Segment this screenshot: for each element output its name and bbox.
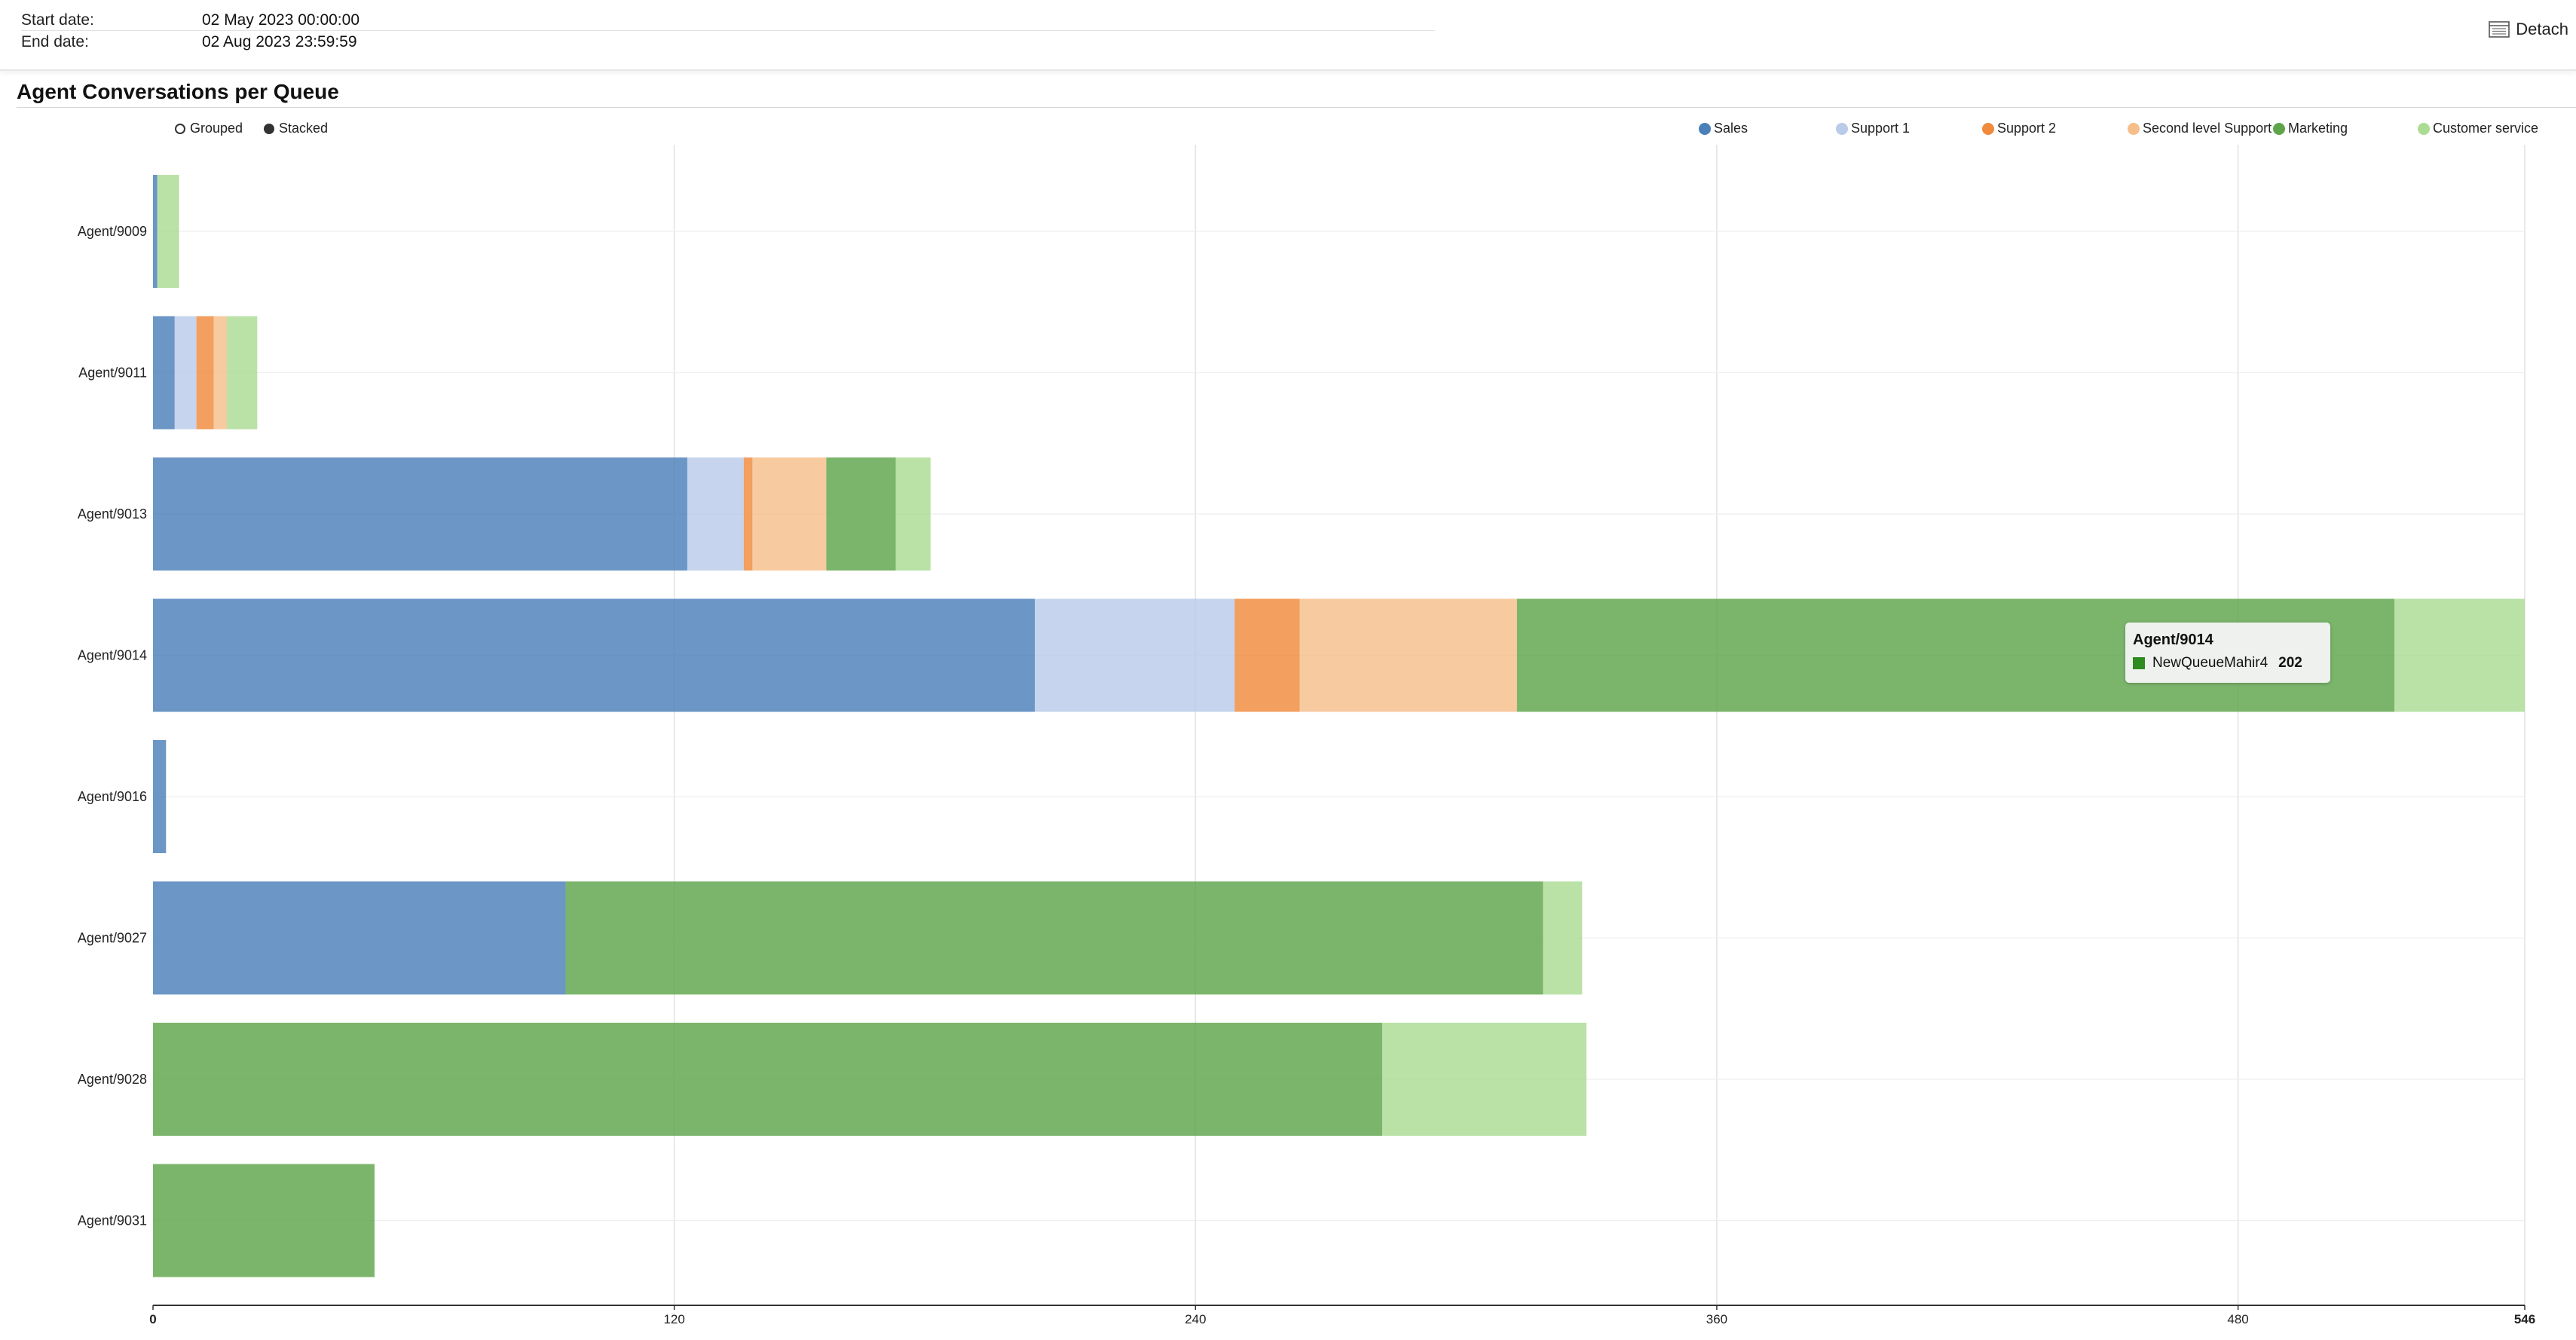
legend-dot-icon xyxy=(2418,122,2430,135)
bar-segment xyxy=(153,740,167,853)
detach-window-icon xyxy=(2489,21,2510,38)
legend-label: Sales xyxy=(1714,121,1748,136)
y-tick-label: Agent/9013 xyxy=(78,506,147,522)
bar-segment xyxy=(1234,598,1300,712)
bar-segment xyxy=(196,316,214,430)
y-tick-label: Agent/9031 xyxy=(78,1213,147,1228)
legend-label: Customer service xyxy=(2433,121,2539,136)
legend-dot-icon xyxy=(2128,122,2140,135)
legend-item-sales[interactable]: Sales xyxy=(1699,121,1748,136)
start-date-value: 02 May 2023 00:00:00 xyxy=(202,11,359,29)
y-tick-label: Agent/9014 xyxy=(78,648,147,663)
bar-segment xyxy=(2394,598,2525,712)
bar-segment xyxy=(687,457,744,571)
stacked-mode-label: Stacked xyxy=(279,121,329,136)
y-tick-label: Agent/9011 xyxy=(78,366,147,381)
bar-segment xyxy=(153,1164,375,1277)
tooltip-series: NewQueueMahir4 xyxy=(2152,655,2269,671)
start-date-label: Start date: xyxy=(21,11,94,29)
tooltip-swatch-icon xyxy=(2133,657,2145,669)
end-date-value: 02 Aug 2023 23:59:59 xyxy=(202,33,357,50)
bar-segment xyxy=(153,1023,1383,1136)
detach-label: Detach xyxy=(2516,20,2568,38)
bar-segment xyxy=(157,175,179,288)
x-tick-label: 240 xyxy=(1185,1312,1206,1326)
bar-segment xyxy=(752,457,827,571)
bar-segment xyxy=(1543,881,1583,995)
tooltip-value: 202 xyxy=(2278,655,2302,671)
tooltip-row: NewQueueMahir4 202 xyxy=(2133,655,2323,672)
date-separator xyxy=(21,30,1435,31)
end-date-row: End date: 02 Aug 2023 23:59:59 xyxy=(21,33,357,51)
legend-label: Marketing xyxy=(2288,121,2348,136)
y-tick-label: Agent/9028 xyxy=(78,1072,147,1087)
bar-segment xyxy=(1382,1023,1587,1136)
legend-item-second-level-support[interactable]: Second level Support xyxy=(2128,121,2272,136)
x-tick-label: 546 xyxy=(2514,1312,2535,1326)
legend-dot-icon xyxy=(1982,122,1994,135)
bar-segment xyxy=(895,457,931,571)
title-divider xyxy=(17,107,2576,108)
legend-dot-icon xyxy=(1699,122,1711,135)
legend-item-marketing[interactable]: Marketing xyxy=(2273,121,2348,136)
grouped-radio-icon xyxy=(175,123,185,134)
chart-tooltip: Agent/9014 NewQueueMahir4 202 xyxy=(2125,623,2330,683)
bar-segment xyxy=(153,598,1036,712)
bar-segment xyxy=(565,881,1543,995)
bar-segment xyxy=(743,457,753,571)
tooltip-title: Agent/9014 xyxy=(2133,632,2213,648)
detach-button[interactable]: Detach xyxy=(2489,20,2568,39)
legend-dot-icon xyxy=(2273,122,2285,135)
bar-segment xyxy=(153,175,158,288)
legend-item-support-1[interactable]: Support 1 xyxy=(1836,121,1910,136)
legend-dot-icon xyxy=(1836,122,1848,135)
legend-item-customer-service[interactable]: Customer service xyxy=(2418,121,2538,136)
y-tick-label: Agent/9016 xyxy=(78,789,147,804)
grouped-mode-label: Grouped xyxy=(190,121,243,136)
x-tick-label: 0 xyxy=(149,1312,156,1326)
bar-segment xyxy=(153,316,175,430)
stacked-mode-option[interactable]: Stacked xyxy=(264,121,328,136)
legend-label: Second level Support xyxy=(2143,121,2272,136)
x-tick-label: 480 xyxy=(2227,1312,2248,1326)
legend-label: Support 1 xyxy=(1851,121,1911,136)
bar-segment xyxy=(174,316,197,430)
bar-segment xyxy=(1035,598,1235,712)
end-date-label: End date: xyxy=(21,33,89,50)
bar-segment xyxy=(213,316,227,430)
legend-label: Support 2 xyxy=(1997,121,2057,136)
chart-title: Agent Conversations per Queue xyxy=(17,80,339,103)
start-date-row: Start date: 02 May 2023 00:00:00 xyxy=(21,11,359,29)
bar-segment xyxy=(153,457,687,571)
grouped-mode-option[interactable]: Grouped xyxy=(175,121,243,136)
stacked-radio-icon xyxy=(264,123,274,134)
x-tick-label: 120 xyxy=(663,1312,684,1326)
legend-item-support-2[interactable]: Support 2 xyxy=(1982,121,2056,136)
bar-segment xyxy=(226,316,258,430)
bar-segment xyxy=(1299,598,1517,712)
y-tick-label: Agent/9027 xyxy=(78,931,147,946)
filter-header: Start date: 02 May 2023 00:00:00 End date… xyxy=(0,0,2576,71)
bar-segment xyxy=(153,881,566,995)
y-tick-label: Agent/9009 xyxy=(78,224,147,239)
x-tick-label: 360 xyxy=(1706,1312,1727,1326)
bar-segment xyxy=(826,457,896,571)
